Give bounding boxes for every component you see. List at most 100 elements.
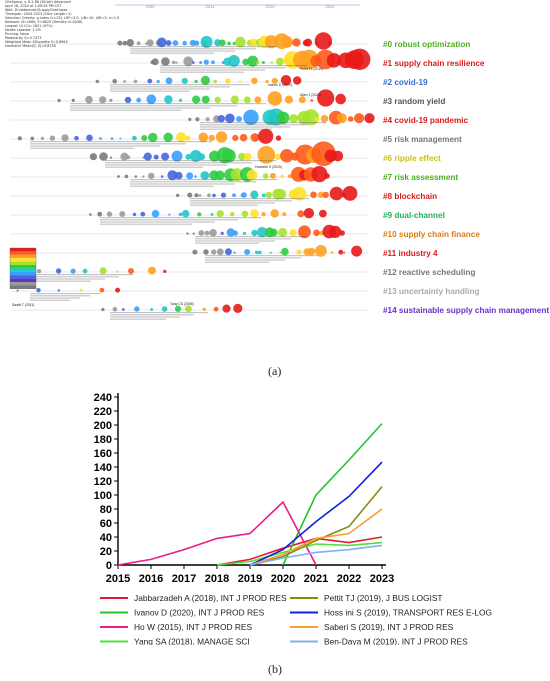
cluster-label: #7 risk assessment — [383, 173, 458, 182]
citation-node — [269, 251, 272, 254]
citation-node — [175, 61, 178, 64]
citation-node — [258, 128, 274, 144]
citation-node — [198, 153, 206, 161]
legend-color-swatch — [10, 268, 36, 272]
citation-node — [142, 175, 145, 178]
node-label-text-block — [110, 312, 208, 314]
citation-node — [89, 213, 92, 216]
node-label-text-block — [100, 221, 215, 223]
citation-node — [163, 132, 173, 142]
citation-node — [261, 212, 266, 217]
cluster-label: #14 sustainable supply chain management — [383, 306, 549, 315]
citation-node — [157, 37, 167, 48]
citation-node — [110, 137, 114, 140]
citation-node — [99, 137, 102, 140]
node-label-text-block — [200, 124, 308, 126]
citation-node — [251, 229, 258, 237]
citation-node — [119, 211, 126, 217]
y-tick-label: 100 — [94, 490, 112, 502]
citation-node — [313, 229, 320, 237]
node-label-text-block — [190, 198, 309, 200]
legend-strip-border — [9, 247, 37, 289]
citation-node — [330, 251, 333, 254]
citation-node — [310, 191, 317, 199]
x-tick-label: 2017 — [172, 573, 196, 585]
node-label-text-block — [200, 128, 272, 130]
citation-node — [339, 230, 345, 236]
citation-node — [79, 288, 83, 292]
node-label-text-block — [195, 242, 259, 244]
timeline-year-label: 2009 — [146, 4, 156, 9]
node-label-text-block — [35, 276, 119, 278]
citation-node — [307, 247, 316, 256]
legend-color-swatch — [10, 282, 36, 286]
citation-node — [133, 79, 138, 84]
citation-node — [265, 79, 269, 84]
citation-node — [250, 190, 259, 199]
citation-node — [349, 48, 371, 70]
citation-node — [207, 193, 211, 198]
citation-node — [97, 211, 103, 217]
citation-node — [222, 304, 231, 313]
citation-node — [186, 172, 194, 180]
citation-node — [208, 134, 215, 142]
cluster-label: #1 supply chain resilience — [383, 59, 485, 68]
citation-node — [188, 117, 192, 121]
citation-node — [351, 245, 363, 257]
citation-node — [119, 137, 122, 140]
citation-node — [147, 78, 153, 84]
citation-node — [124, 96, 132, 104]
cluster-label: #12 reactive scheduling — [383, 268, 475, 277]
panel-label-a: (a) — [268, 364, 282, 378]
y-tick-label: 220 — [94, 406, 112, 418]
citation-node — [250, 209, 259, 218]
series-line — [249, 544, 383, 566]
citation-node — [227, 41, 231, 46]
citation-node — [275, 189, 287, 200]
citation-node — [30, 136, 35, 141]
citation-node — [287, 174, 292, 179]
citation-node — [224, 248, 232, 256]
legend-entry: Pettit TJ (2019), J BUS LOGIST — [324, 593, 443, 603]
citation-node — [238, 152, 246, 161]
node-label-text-block — [100, 223, 192, 225]
citation-node — [210, 213, 214, 216]
citation-node — [143, 152, 152, 161]
citation-node — [241, 210, 249, 218]
citation-node — [251, 77, 258, 85]
citation-node — [244, 249, 251, 255]
node-label-text-block — [30, 141, 212, 143]
citation-node — [117, 175, 120, 178]
citation-node — [200, 171, 210, 180]
citation-node — [185, 135, 191, 141]
node-label: Sawik T (2011) — [12, 303, 34, 307]
y-tick-label: 60 — [100, 518, 112, 530]
citation-node — [285, 39, 293, 47]
node-label-text-block — [70, 109, 182, 111]
citation-node — [161, 306, 168, 312]
citation-node — [86, 134, 93, 142]
citation-node — [126, 155, 131, 160]
citation-node — [317, 89, 335, 107]
citespace-metadata: CiteSpace, v. 6.2.R6 (64-bit) Advanced A… — [5, 0, 120, 48]
citation-node — [181, 77, 188, 84]
citation-node — [275, 135, 282, 141]
citation-node — [232, 193, 236, 198]
y-tick-label: 40 — [100, 532, 112, 544]
citation-node — [200, 75, 210, 85]
citation-node — [242, 58, 249, 66]
citation-node — [303, 208, 315, 219]
citation-node — [153, 154, 159, 160]
citation-node — [282, 212, 287, 217]
citation-node — [121, 308, 125, 311]
legend-entry: Ho W (2015), INT J PROD RES — [134, 622, 252, 632]
citation-node — [101, 307, 105, 312]
citation-node — [17, 136, 22, 141]
node-label-text-block — [105, 160, 277, 162]
citation-node — [216, 248, 224, 256]
citation-node — [233, 303, 243, 313]
citation-node — [199, 61, 202, 64]
node-label-text-block — [110, 314, 194, 316]
node-label-text-block — [205, 261, 269, 263]
node-label-text-block — [35, 274, 133, 276]
